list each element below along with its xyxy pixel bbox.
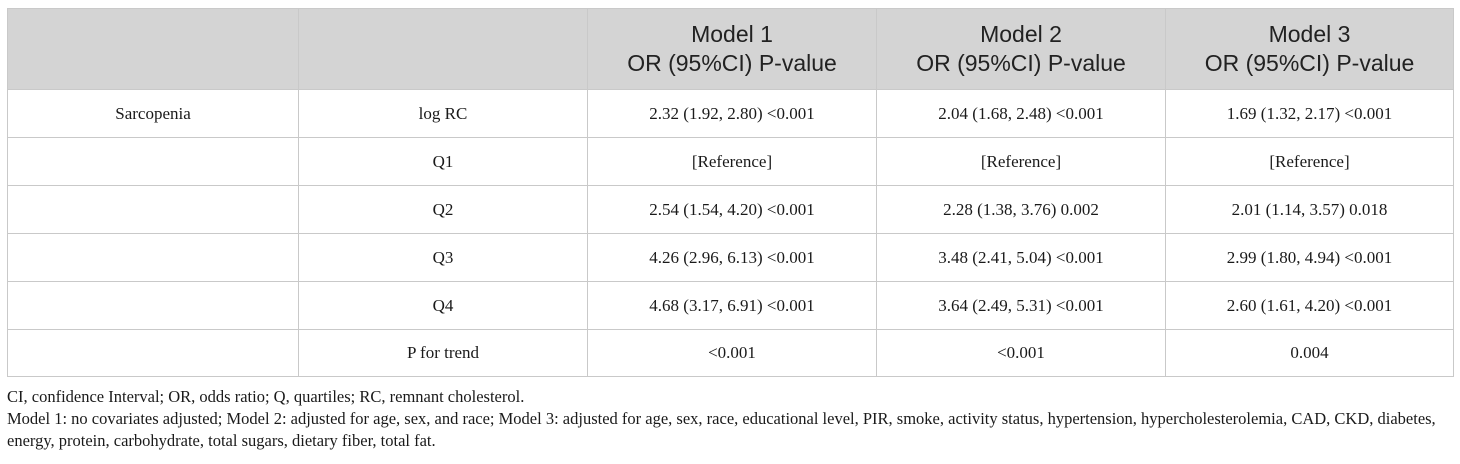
- table-cell: 2.54 (1.54, 4.20) <0.001: [587, 185, 877, 234]
- table-footnotes: CI, confidence Interval; OR, odds ratio;…: [7, 386, 1453, 452]
- table-cell: 2.04 (1.68, 2.48) <0.001: [876, 89, 1166, 138]
- header-row: Model 1 OR (95%CI) P-value Model 2 OR (9…: [7, 8, 1454, 90]
- table-cell: 2.32 (1.92, 2.80) <0.001: [587, 89, 877, 138]
- header-line1: Model 2: [980, 21, 1062, 47]
- header-line1: Model 1: [691, 21, 773, 47]
- table-cell: 3.64 (2.49, 5.31) <0.001: [876, 281, 1166, 330]
- results-table: Model 1 OR (95%CI) P-value Model 2 OR (9…: [7, 8, 1454, 377]
- header-cell-outcome: [7, 8, 299, 90]
- header-line2: OR (95%CI) P-value: [1204, 50, 1415, 76]
- table-cell: Q3: [298, 233, 588, 282]
- table-cell: [7, 185, 299, 234]
- table-container: Model 1 OR (95%CI) P-value Model 2 OR (9…: [7, 8, 1454, 452]
- table-cell: [7, 233, 299, 282]
- table-cell: 2.99 (1.80, 4.94) <0.001: [1165, 233, 1454, 282]
- table-row: Sarcopenia log RC 2.32 (1.92, 2.80) <0.0…: [7, 89, 1454, 138]
- footnote-abbreviations: CI, confidence Interval; OR, odds ratio;…: [7, 387, 525, 406]
- table-cell: 2.28 (1.38, 3.76) 0.002: [876, 185, 1166, 234]
- table-cell: Q2: [298, 185, 588, 234]
- table-cell: 3.48 (2.41, 5.04) <0.001: [876, 233, 1166, 282]
- table-cell: 1.69 (1.32, 2.17) <0.001: [1165, 89, 1454, 138]
- table-cell: <0.001: [876, 329, 1166, 377]
- table-cell: Q1: [298, 137, 588, 186]
- header-cell-variable: [298, 8, 588, 90]
- table-cell: P for trend: [298, 329, 588, 377]
- table-cell: [7, 281, 299, 330]
- table-cell: 0.004: [1165, 329, 1454, 377]
- table-row: Q3 4.26 (2.96, 6.13) <0.001 3.48 (2.41, …: [7, 233, 1454, 282]
- table-row: P for trend <0.001 <0.001 0.004: [7, 329, 1454, 377]
- table-cell: [Reference]: [587, 137, 877, 186]
- table-cell: [Reference]: [1165, 137, 1454, 186]
- table-cell: 2.01 (1.14, 3.57) 0.018: [1165, 185, 1454, 234]
- table-row: Q4 4.68 (3.17, 6.91) <0.001 3.64 (2.49, …: [7, 281, 1454, 330]
- table-cell: [7, 329, 299, 377]
- table-cell: [7, 137, 299, 186]
- table-row: Q2 2.54 (1.54, 4.20) <0.001 2.28 (1.38, …: [7, 185, 1454, 234]
- header-line2: OR (95%CI) P-value: [916, 50, 1126, 76]
- header-cell-model-2: Model 2 OR (95%CI) P-value: [876, 8, 1166, 90]
- table-cell: 2.60 (1.61, 4.20) <0.001: [1165, 281, 1454, 330]
- table-cell: Q4: [298, 281, 588, 330]
- table-row: Q1 [Reference] [Reference] [Reference]: [7, 137, 1454, 186]
- footnote-models: Model 1: no covariates adjusted; Model 2…: [7, 409, 1436, 450]
- table-cell: log RC: [298, 89, 588, 138]
- table-cell: [Reference]: [876, 137, 1166, 186]
- table-cell: 4.26 (2.96, 6.13) <0.001: [587, 233, 877, 282]
- table-cell: 4.68 (3.17, 6.91) <0.001: [587, 281, 877, 330]
- header-line1: Model 3: [1268, 21, 1351, 47]
- table-cell: Sarcopenia: [7, 89, 299, 138]
- table-cell: <0.001: [587, 329, 877, 377]
- header-line2: OR (95%CI) P-value: [627, 50, 837, 76]
- header-cell-model-1: Model 1 OR (95%CI) P-value: [587, 8, 877, 90]
- header-cell-model-3: Model 3 OR (95%CI) P-value: [1165, 8, 1454, 90]
